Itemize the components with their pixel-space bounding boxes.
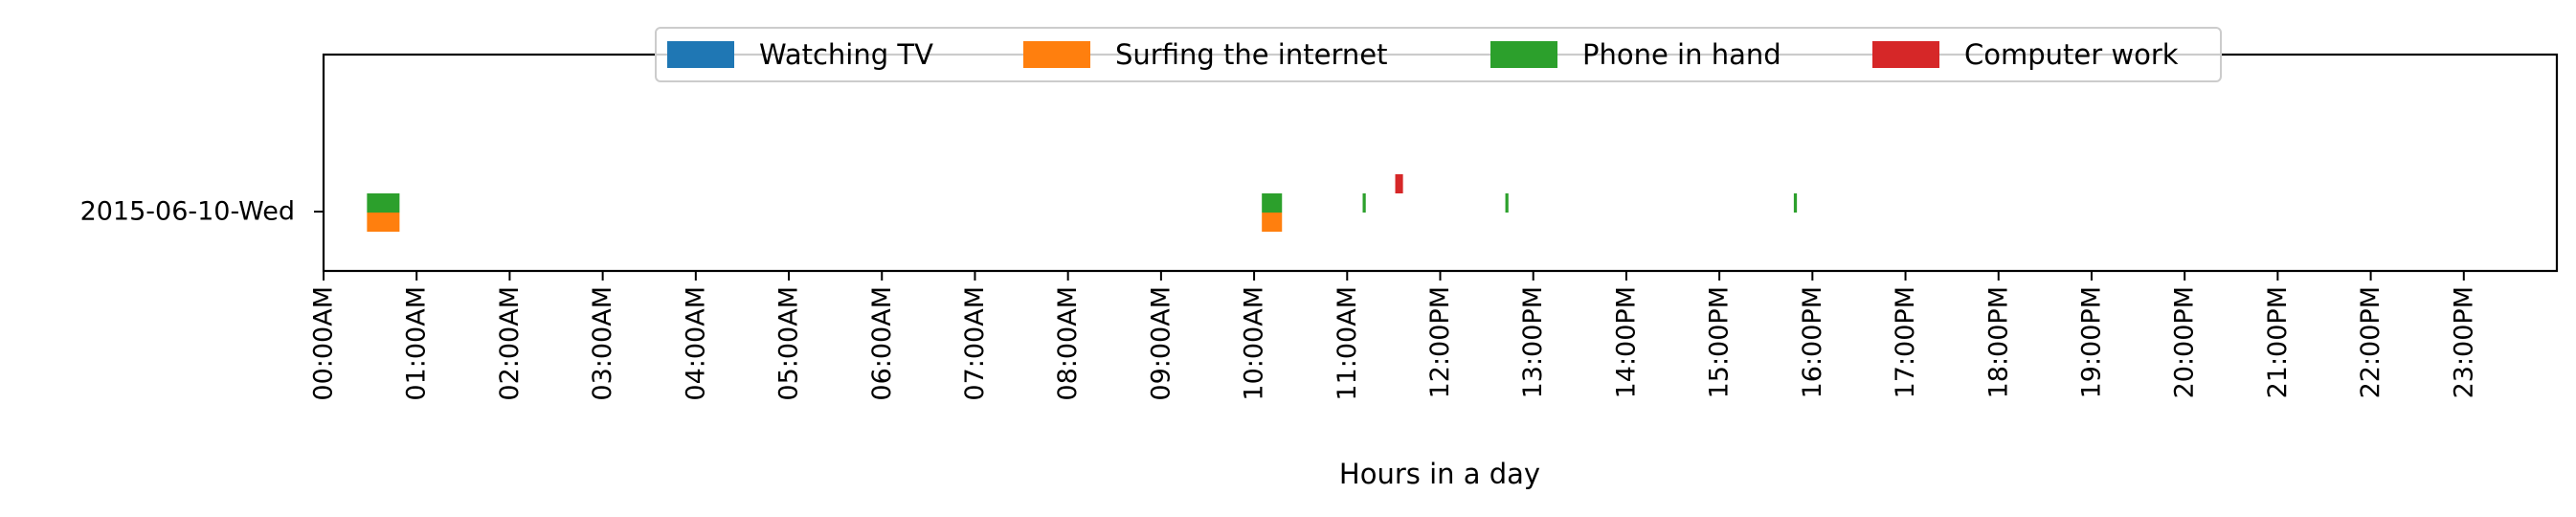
- x-tick-label-16: 16:00PM: [1798, 286, 1827, 398]
- x-tick-label-11: 11:00AM: [1333, 286, 1362, 401]
- x-tick-label-23: 23:00PM: [2449, 286, 2478, 398]
- bar-surfing-the-internet-1: [1262, 213, 1283, 232]
- bar-phone-in-hand-3: [1505, 193, 1509, 213]
- bar-computer-work-0: [1395, 174, 1403, 193]
- x-tick-label-20: 20:00PM: [2170, 286, 2200, 398]
- legend-label-phone-in-hand: Phone in hand: [1582, 38, 1781, 71]
- x-tick-label-5: 05:00AM: [774, 286, 804, 401]
- legend-label-computer-work: Computer work: [1964, 38, 2179, 71]
- legend-label-watching-tv: Watching TV: [759, 38, 933, 71]
- x-tick-label-8: 08:00AM: [1053, 286, 1083, 401]
- x-tick-label-19: 19:00PM: [2076, 286, 2106, 398]
- bar-surfing-the-internet-0: [367, 213, 400, 232]
- y-tick-label-0: 2015-06-10-Wed: [80, 197, 295, 227]
- x-tick-label-0: 00:00AM: [309, 286, 339, 401]
- legend-swatch-watching-tv: [667, 41, 734, 68]
- x-tick-label-13: 13:00PM: [1518, 286, 1548, 398]
- x-tick-label-17: 17:00PM: [1891, 286, 1920, 398]
- legend: Watching TV Surfing the internet Phone in …: [655, 27, 2222, 82]
- x-axis-ticks: 00:00AM 01:00AM 02:00AM 03:00AM 04:00AM 05:00…: [309, 271, 2478, 401]
- x-tick-label-3: 03:00AM: [588, 286, 617, 401]
- x-axis-label: Hours in a day: [1339, 458, 1540, 490]
- bar-phone-in-hand-4: [1793, 193, 1798, 213]
- plot-background: [324, 55, 2557, 271]
- x-tick-label-15: 15:00PM: [1705, 286, 1735, 398]
- legend-swatch-computer-work: [1872, 41, 1939, 68]
- x-tick-label-2: 02:00AM: [495, 286, 525, 401]
- bar-phone-in-hand-0: [367, 193, 400, 213]
- x-tick-label-9: 09:00AM: [1146, 286, 1176, 401]
- x-tick-label-14: 14:00PM: [1611, 286, 1641, 398]
- activity-bars: [367, 174, 1798, 232]
- x-tick-label-6: 06:00AM: [867, 286, 897, 401]
- y-axis-ticks: 2015-06-10-Wed: [80, 197, 324, 227]
- x-tick-label-21: 21:00PM: [2263, 286, 2293, 398]
- x-tick-label-10: 10:00AM: [1240, 286, 1269, 401]
- x-tick-label-18: 18:00PM: [1983, 286, 2013, 398]
- x-tick-label-4: 04:00AM: [681, 286, 710, 401]
- x-tick-label-1: 01:00AM: [402, 286, 432, 401]
- legend-swatch-phone-in-hand: [1490, 41, 1557, 68]
- x-tick-label-7: 07:00AM: [960, 286, 990, 401]
- x-tick-label-12: 12:00PM: [1425, 286, 1455, 398]
- bar-phone-in-hand-2: [1362, 193, 1366, 213]
- legend-swatch-surfing-the-internet: [1023, 41, 1090, 68]
- x-tick-label-22: 22:00PM: [2356, 286, 2386, 398]
- legend-label-surfing-the-internet: Surfing the internet: [1115, 38, 1387, 71]
- bar-phone-in-hand-1: [1262, 193, 1283, 213]
